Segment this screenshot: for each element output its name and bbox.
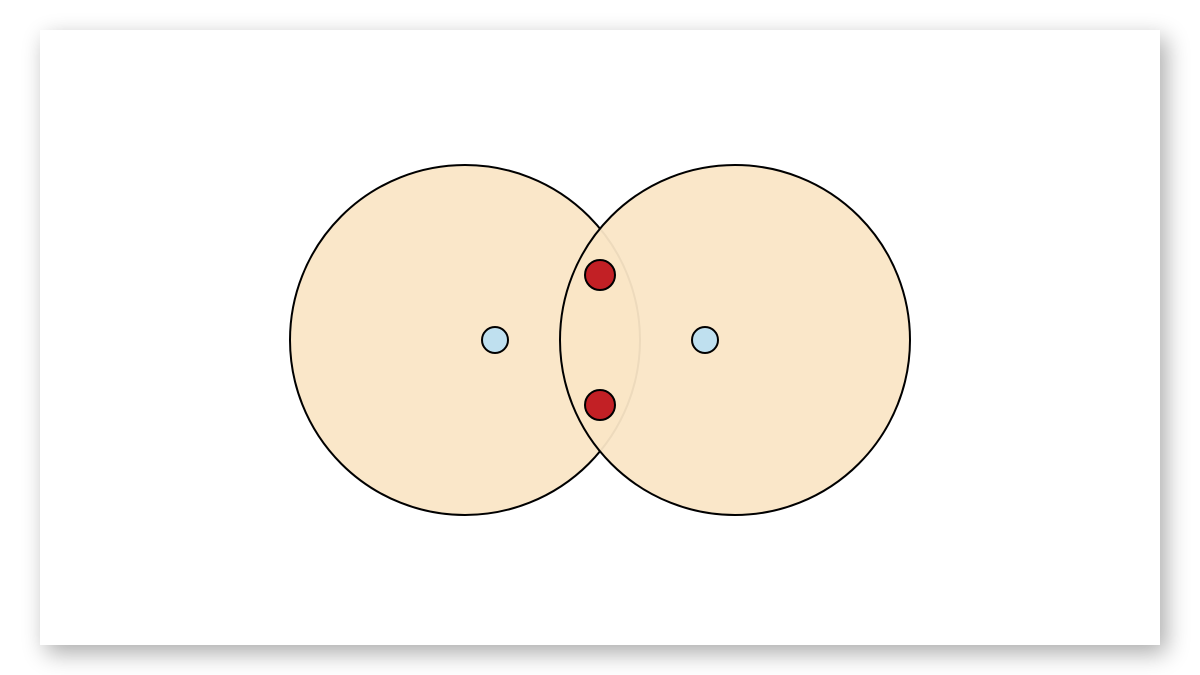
- diagram-canvas: [0, 0, 1200, 675]
- venn-svg: [0, 0, 1200, 675]
- nucleus-dot-left: [482, 327, 508, 353]
- diagram-panel: [40, 30, 1160, 645]
- shared-electron-top: [585, 260, 615, 290]
- large-circle-right: [560, 165, 910, 515]
- nucleus-dot-right: [692, 327, 718, 353]
- shared-electron-bottom: [585, 390, 615, 420]
